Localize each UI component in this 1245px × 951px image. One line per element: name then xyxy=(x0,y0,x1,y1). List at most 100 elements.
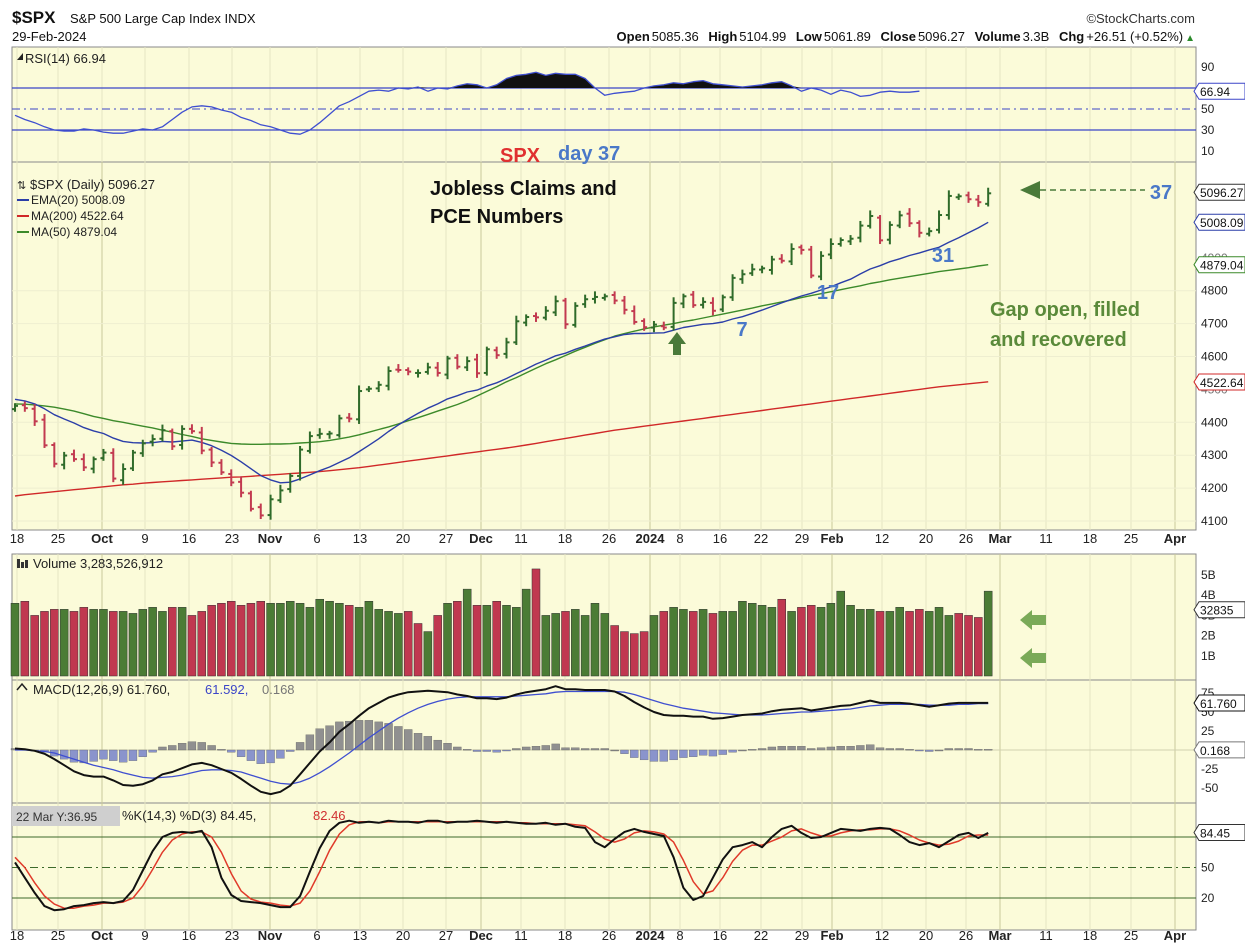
macd-hist-bar xyxy=(266,749,275,764)
macd-hist-bar xyxy=(148,749,157,753)
panel-macd xyxy=(11,679,1197,804)
macd-hist-bar xyxy=(934,749,944,752)
annotation-recovered: and recovered xyxy=(990,329,1127,351)
volume-bar xyxy=(561,611,570,677)
volume-bar xyxy=(895,607,904,677)
x-tick-label: Feb xyxy=(820,531,843,546)
volume-bar xyxy=(433,615,442,677)
macd-hist-bar xyxy=(492,749,501,753)
volume-bar xyxy=(767,607,777,677)
macd-y-tick: -50 xyxy=(1201,781,1219,795)
volume-bar xyxy=(197,611,207,677)
index-full-name: S&P 500 Large Cap Index xyxy=(70,11,221,26)
x-tick-label: Dec xyxy=(469,928,493,943)
macd-hist-bar xyxy=(807,748,816,751)
macd-hist-bar xyxy=(256,749,265,764)
volume-bar xyxy=(875,611,885,677)
annotation-17: 17 xyxy=(817,282,839,304)
macd-hist-bar xyxy=(423,736,433,751)
volume-bar xyxy=(227,601,236,677)
volume-bar xyxy=(492,601,501,677)
volume-bar xyxy=(482,605,492,677)
macd-hist-bar xyxy=(305,734,315,751)
macd-tag: 61.760 xyxy=(1200,697,1237,711)
price-y-tick: 4800 xyxy=(1201,284,1228,298)
x-tick-label: 22 xyxy=(754,531,768,546)
stoch-k-line xyxy=(14,819,989,912)
volume-bar xyxy=(138,609,148,677)
volume-bar xyxy=(934,607,944,677)
left-arrow-icon xyxy=(1020,181,1040,199)
macd-hist-bar xyxy=(109,749,118,761)
macd-hist-bar xyxy=(453,746,462,751)
panel-sto xyxy=(11,802,1197,931)
x-tick-label: 29 xyxy=(795,531,809,546)
macd-hist-bar xyxy=(974,749,983,751)
x-tick-label: 20 xyxy=(396,928,410,943)
up-arrow-icon xyxy=(668,332,686,355)
x-tick-label: Mar xyxy=(988,928,1011,943)
volume-bar xyxy=(797,607,806,677)
x-tick-label: 26 xyxy=(602,928,616,943)
volume-bar xyxy=(826,603,836,677)
macd-hist-tag-box xyxy=(1193,741,1245,759)
panel-rsi xyxy=(11,46,1197,163)
ma50-tag: 4879.04 xyxy=(1200,259,1244,273)
volume-bar xyxy=(630,633,639,677)
macd-hist-bar xyxy=(905,749,914,751)
volume-tag: 32835 xyxy=(1200,604,1234,618)
volume-bar xyxy=(168,607,177,677)
volume-bar xyxy=(266,603,275,677)
volume-bar xyxy=(335,603,344,677)
rsi-y-tick: 90 xyxy=(1201,60,1215,74)
volume-bar xyxy=(905,611,914,677)
volume-bar xyxy=(59,609,69,677)
volume-icon xyxy=(25,560,28,568)
ma50-line xyxy=(14,264,989,445)
volume-bar xyxy=(50,609,59,677)
macd-hist-bar xyxy=(433,739,442,751)
macd-hist-bar xyxy=(99,749,108,760)
open-value: 5085.36 xyxy=(651,29,699,44)
x-tick-label: 12 xyxy=(875,531,889,546)
x-tick-label: 13 xyxy=(353,531,367,546)
legend-entry: MA(50) 4879.04 xyxy=(31,225,117,239)
volume-bar xyxy=(394,613,403,677)
macd-hist-bar xyxy=(984,749,993,751)
stoch-y-tick: 50 xyxy=(1201,861,1215,875)
volume-value: 3.3B xyxy=(1022,29,1050,44)
macd-hist-bar xyxy=(512,748,521,751)
macd-hist-bar xyxy=(708,749,718,757)
volume-bar xyxy=(689,611,698,677)
x-tick-label: 18 xyxy=(558,531,572,546)
volume-title: Volume 3,283,526,912 xyxy=(33,556,163,571)
close-label: Close xyxy=(880,29,916,44)
macd-hist-bar xyxy=(128,749,138,761)
volume-bar xyxy=(974,617,983,677)
brand-label[interactable]: ©StockCharts.com xyxy=(1086,11,1195,26)
volume-bar xyxy=(305,607,315,677)
volume-bar xyxy=(374,609,383,677)
volume-bar xyxy=(99,609,108,677)
x-tick-label: 11 xyxy=(514,531,528,546)
volume-bar xyxy=(728,611,737,677)
macd-hist-bar xyxy=(856,745,865,751)
up-triangle-icon: ▲ xyxy=(1185,33,1195,44)
macd-hist-bar xyxy=(227,749,236,753)
stoch-tooltip: 22 Mar Y:36.95 xyxy=(16,810,97,824)
macd-hist-tag: 0.168 xyxy=(1200,744,1230,758)
x-tick-label: 8 xyxy=(676,531,683,546)
volume-y-tick: 5B xyxy=(1201,568,1216,582)
macd-hist-bar xyxy=(816,747,826,751)
volume-bar xyxy=(816,607,826,677)
symbol-label: $SPX xyxy=(12,8,56,27)
volume-bar xyxy=(462,588,472,677)
volume-bar xyxy=(128,613,138,677)
macd-hist-bar xyxy=(394,726,403,751)
volume-bar xyxy=(285,601,295,677)
macd-hist-bar xyxy=(168,745,177,751)
macd-hist-bar xyxy=(649,749,659,762)
macd-hist-bar xyxy=(197,742,206,751)
volume-bar xyxy=(954,613,963,677)
